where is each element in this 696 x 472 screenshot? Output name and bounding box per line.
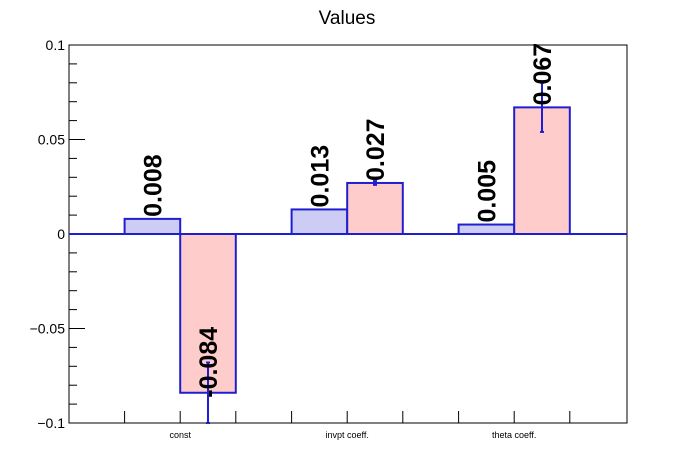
y-tick-label: −0.1 [37, 415, 65, 431]
x-category-label: invpt coeff. [326, 430, 369, 440]
x-category-label: const [169, 430, 191, 440]
y-tick-label: −0.05 [30, 321, 66, 337]
y-tick-label: 0 [57, 226, 65, 242]
bar [346, 181, 404, 235]
bar [457, 223, 516, 236]
bar [123, 217, 182, 236]
data-label: -0.084 [195, 327, 223, 398]
data-label: 0.005 [473, 160, 501, 223]
x-category-label: theta coeff. [492, 430, 536, 440]
chart-title: Values [319, 8, 376, 29]
data-label: 0.008 [139, 154, 167, 217]
y-tick-label: 0.05 [38, 132, 65, 148]
bar [290, 208, 349, 235]
data-label: 0.027 [362, 118, 390, 181]
plot-area: −0.1 −0.05 0 0.05 0.1 const invpt coeff. theta … [30, 37, 628, 440]
data-label: 0.013 [306, 145, 334, 208]
y-tick-label: 0.1 [46, 37, 66, 53]
data-label: 0.067 [529, 43, 557, 106]
